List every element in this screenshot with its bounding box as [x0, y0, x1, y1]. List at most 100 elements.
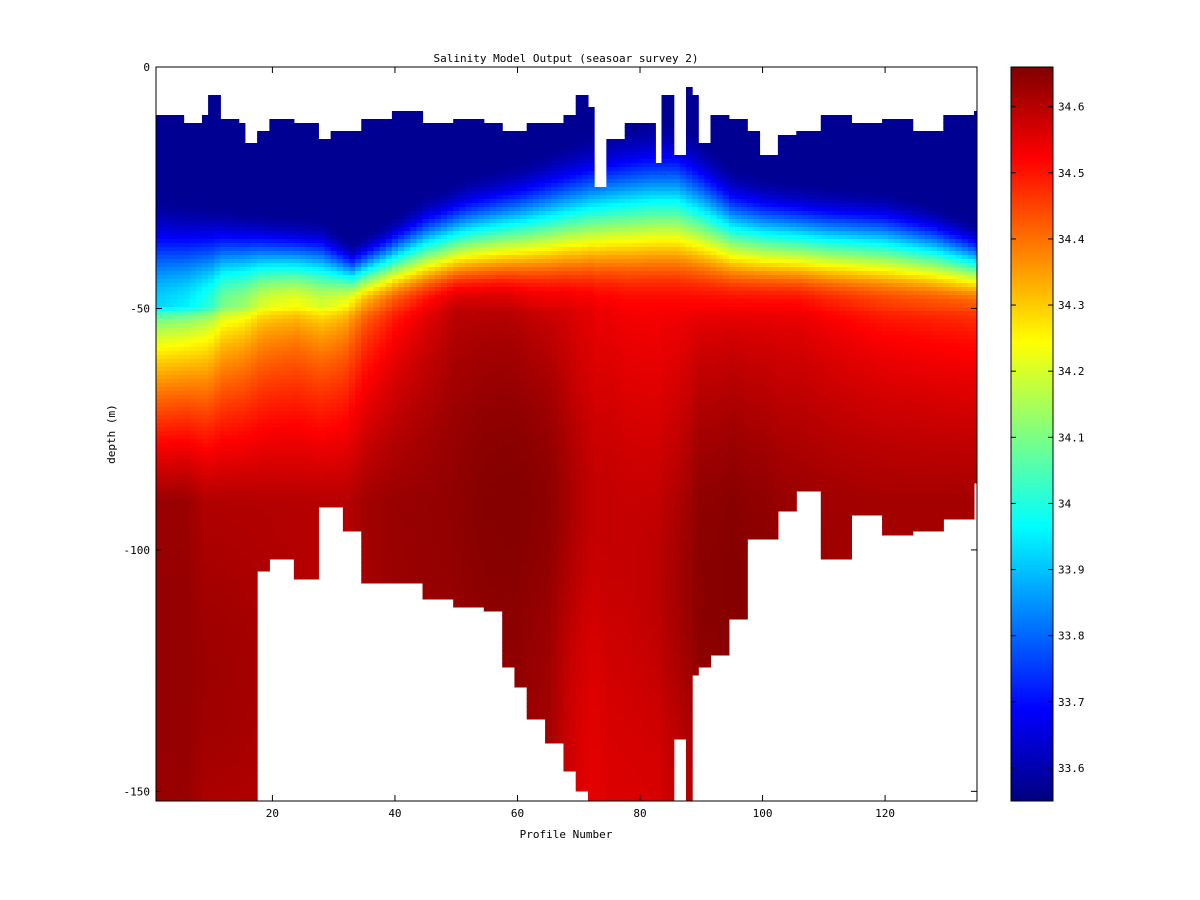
heatmap-cell — [250, 607, 258, 612]
heatmap-cell — [275, 467, 283, 472]
heatmap-cell — [361, 315, 368, 320]
heatmap-cell — [232, 379, 240, 384]
heatmap-cell — [226, 695, 234, 700]
heatmap-cell — [171, 371, 179, 376]
heatmap-cell — [226, 275, 234, 280]
heatmap-cell — [159, 495, 166, 500]
heatmap-cell — [312, 175, 319, 180]
heatmap-cell — [336, 363, 344, 368]
heatmap-cell — [336, 375, 344, 380]
heatmap-cell — [201, 555, 209, 560]
heatmap-cell — [220, 735, 228, 740]
heatmap-cell — [361, 351, 368, 356]
heatmap-cell — [300, 123, 307, 128]
heatmap-cell — [275, 351, 283, 356]
heatmap-cell — [244, 435, 252, 440]
heatmap-cell — [336, 467, 344, 472]
heatmap-cell — [195, 243, 203, 248]
heatmap-cell — [361, 163, 368, 168]
heatmap-cell — [156, 327, 160, 332]
heatmap-cell — [183, 715, 191, 720]
heatmap-cell — [165, 515, 172, 520]
heatmap-cell — [232, 619, 240, 624]
heatmap-cell — [275, 327, 283, 332]
heatmap-cell — [177, 143, 185, 148]
heatmap-cell — [195, 459, 203, 464]
heatmap-cell — [232, 151, 240, 156]
heatmap-cell — [330, 143, 338, 148]
heatmap-cell — [195, 195, 203, 200]
heatmap-cell — [171, 187, 179, 192]
heatmap-cell — [232, 395, 240, 400]
heatmap-cell — [159, 731, 166, 736]
heatmap-cell — [324, 379, 332, 384]
heatmap-cell — [257, 235, 264, 240]
heatmap-cell — [183, 639, 191, 644]
heatmap-cell — [281, 147, 289, 152]
heatmap-cell — [355, 479, 362, 484]
heatmap-cell — [281, 455, 289, 460]
heatmap-cell — [312, 351, 319, 356]
heatmap-cell — [367, 371, 375, 376]
heatmap-cell — [250, 659, 258, 664]
heatmap-cell — [195, 715, 203, 720]
heatmap-cell — [355, 155, 362, 160]
heatmap-cell — [275, 439, 283, 444]
heatmap-cell — [232, 239, 240, 244]
heatmap-cell — [244, 163, 252, 168]
heatmap-cell — [232, 271, 240, 276]
heatmap-cell — [177, 279, 185, 284]
heatmap-cell — [367, 507, 375, 512]
heatmap-cell — [232, 255, 240, 260]
heatmap-cell — [195, 707, 203, 712]
heatmap-cell — [324, 295, 332, 300]
heatmap-cell — [177, 643, 185, 648]
heatmap-cell — [275, 219, 283, 224]
heatmap-cell — [250, 355, 258, 360]
heatmap-cell — [183, 263, 191, 268]
heatmap-cell — [275, 535, 283, 540]
heatmap-cell — [183, 427, 191, 432]
heatmap-cell — [171, 291, 179, 296]
heatmap-cell — [361, 447, 368, 452]
heatmap-cell — [214, 479, 221, 484]
heatmap-cell — [232, 635, 240, 640]
heatmap-cell — [324, 419, 332, 424]
heatmap-cell — [208, 763, 215, 768]
heatmap-cell — [349, 503, 356, 508]
heatmap-cell — [214, 583, 221, 588]
heatmap-cell — [244, 375, 252, 380]
heatmap-cell — [189, 787, 197, 792]
heatmap-cell — [293, 339, 301, 344]
heatmap-cell — [195, 267, 203, 272]
heatmap-cell — [263, 291, 270, 296]
heatmap-cell — [312, 431, 319, 436]
heatmap-cell — [159, 727, 166, 732]
heatmap-cell — [287, 427, 295, 432]
heatmap-cell — [195, 763, 203, 768]
heatmap-cell — [159, 311, 166, 316]
heatmap-cell — [201, 639, 209, 644]
heatmap-cell — [330, 475, 338, 480]
heatmap-cell — [232, 299, 240, 304]
heatmap-cell — [336, 487, 344, 492]
heatmap-cell — [165, 619, 172, 624]
heatmap-cell — [220, 459, 228, 464]
heatmap-cell — [330, 147, 338, 152]
heatmap-cell — [171, 575, 179, 580]
heatmap-cell — [195, 211, 203, 216]
heatmap-cell — [336, 187, 344, 192]
heatmap-cell — [293, 371, 301, 376]
heatmap-cell — [324, 435, 332, 440]
heatmap-cell — [336, 227, 344, 232]
heatmap-cell — [287, 355, 295, 360]
heatmap-cell — [275, 295, 283, 300]
heatmap-cell — [195, 607, 203, 612]
heatmap-cell — [312, 419, 319, 424]
heatmap-cell — [342, 451, 350, 456]
heatmap-cell — [156, 171, 160, 176]
heatmap-cell — [201, 603, 209, 608]
heatmap-cell — [220, 215, 228, 220]
heatmap-cell — [208, 555, 215, 560]
heatmap-cell — [226, 243, 234, 248]
